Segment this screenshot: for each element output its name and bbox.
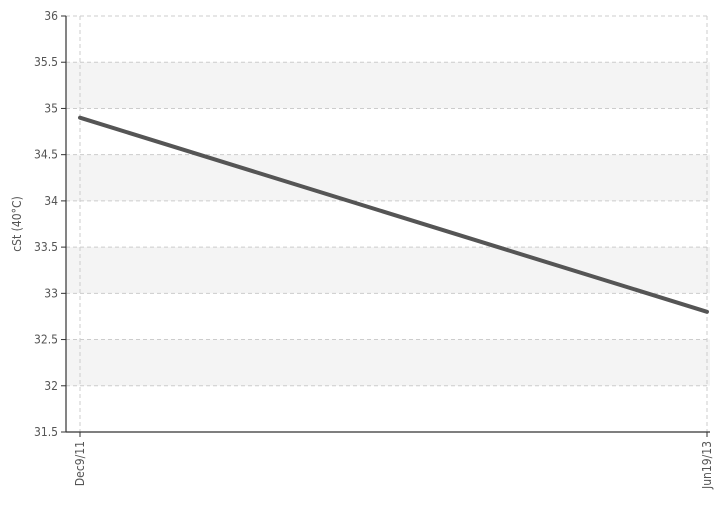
- y-tick-label: 32.5: [34, 333, 58, 347]
- x-tick-label: Jun19/13: [700, 441, 714, 490]
- background-bands: [66, 62, 710, 386]
- series-group: [78, 115, 709, 314]
- grid-band: [66, 339, 710, 386]
- y-tick-label: 33.5: [34, 240, 58, 254]
- y-tick-label: 31.5: [34, 425, 58, 439]
- y-tick-label: 34: [44, 194, 58, 208]
- axes: [65, 16, 710, 433]
- grid-band: [66, 62, 710, 109]
- y-axis-ticks: 31.5 32 32.5 33 33.5 34 34.5 35 35.5 36: [34, 9, 66, 439]
- grid-band: [66, 247, 710, 294]
- y-tick-label: 32: [44, 379, 58, 393]
- y-axis-title: cSt (40°C): [10, 196, 24, 252]
- y-tick-label: 34.5: [34, 148, 58, 162]
- grid-lines: [66, 15, 710, 432]
- series-line: [78, 115, 709, 314]
- x-axis-ticks: Dec9/11 Jun19/13: [73, 432, 714, 490]
- y-tick-label: 33: [44, 286, 58, 300]
- y-tick-label: 35: [44, 101, 58, 115]
- y-tick-label: 36: [44, 9, 58, 23]
- grid-band: [66, 154, 710, 201]
- y-tick-label: 35.5: [34, 55, 58, 69]
- x-tick-label: Dec9/11: [73, 441, 87, 486]
